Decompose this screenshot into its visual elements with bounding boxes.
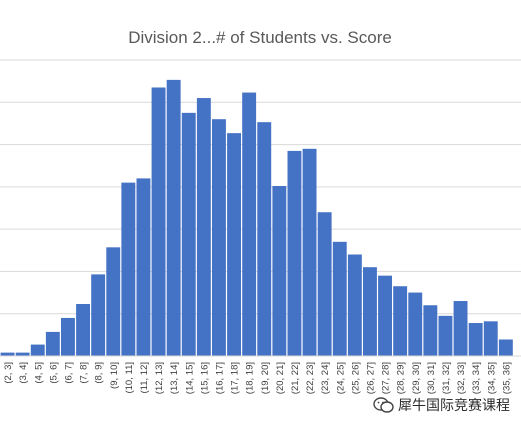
x-tick-label: (11, 12] bbox=[139, 362, 150, 394]
x-tick-label: (13, 14] bbox=[169, 362, 180, 394]
bar bbox=[257, 122, 272, 356]
x-tick-label: (29, 30] bbox=[411, 362, 422, 394]
x-tick-label: (5, 6] bbox=[48, 362, 59, 384]
x-tick-label: (4, 5] bbox=[33, 362, 44, 384]
bar bbox=[45, 331, 60, 356]
bar bbox=[121, 182, 136, 356]
x-tick-label: (18, 19] bbox=[245, 362, 256, 394]
x-tick-labels: (2, 3] (3, 4] (4, 5] (5, 6] (6, 7] (7, 8] (8, … bbox=[3, 362, 512, 394]
bar bbox=[106, 247, 121, 356]
x-tick-label: (19, 20] bbox=[260, 362, 271, 394]
x-tick-label: (30, 31] bbox=[426, 362, 437, 394]
x-tick-label: (35, 36] bbox=[501, 362, 512, 394]
x-tick-label: (14, 15] bbox=[184, 362, 195, 394]
x-tick-label: (16, 17] bbox=[214, 362, 225, 394]
x-tick-label: (22, 23] bbox=[305, 362, 316, 394]
x-tick-label: (31, 32] bbox=[441, 362, 452, 394]
bar bbox=[393, 286, 408, 356]
bar bbox=[15, 352, 30, 356]
bar bbox=[287, 150, 302, 356]
bar bbox=[61, 317, 75, 356]
bar bbox=[347, 254, 362, 356]
x-tick-label: (32, 33] bbox=[456, 362, 467, 394]
bar bbox=[91, 274, 106, 356]
chart-title: Division 2...# of Students vs. Score bbox=[128, 28, 392, 47]
x-tick-label: (20, 21] bbox=[275, 362, 286, 394]
watermark-text: 犀牛国际竞赛课程 bbox=[398, 397, 510, 413]
x-tick-label: (2, 3] bbox=[3, 362, 14, 384]
x-tick-label: (33, 34] bbox=[471, 362, 482, 394]
wechat-icon bbox=[373, 397, 394, 413]
x-tick-label: (17, 18] bbox=[230, 362, 241, 394]
watermark: 犀牛国际竞赛课程 bbox=[372, 393, 521, 422]
x-tick-label: (25, 26] bbox=[350, 362, 361, 394]
bar bbox=[181, 112, 196, 356]
x-tick-label: (21, 22] bbox=[290, 362, 301, 394]
bar bbox=[453, 301, 468, 356]
x-tick-label: (3, 4] bbox=[18, 362, 29, 384]
x-tick-label: (34, 35] bbox=[486, 362, 497, 394]
x-tick-label: (8, 9] bbox=[94, 362, 105, 384]
bar bbox=[302, 148, 317, 356]
bar bbox=[227, 133, 241, 356]
bar bbox=[242, 92, 257, 356]
bar bbox=[212, 119, 226, 356]
bar bbox=[498, 339, 513, 356]
bar bbox=[438, 315, 453, 356]
x-tick-label: (24, 25] bbox=[335, 362, 346, 394]
x-tick-label: (10, 11] bbox=[124, 362, 135, 394]
bar bbox=[363, 267, 377, 356]
bar bbox=[408, 292, 423, 356]
x-tick-label: (26, 27] bbox=[365, 362, 376, 394]
x-tick-label: (15, 16] bbox=[199, 362, 210, 394]
bar bbox=[423, 305, 438, 356]
x-tick-label: (28, 29] bbox=[396, 362, 407, 394]
x-tick-label: (23, 24] bbox=[320, 362, 331, 394]
bar bbox=[468, 323, 483, 356]
bar bbox=[332, 241, 347, 356]
x-tick-label: (27, 28] bbox=[381, 362, 392, 394]
bar bbox=[0, 352, 15, 356]
bar bbox=[166, 79, 181, 357]
bars bbox=[0, 79, 513, 357]
bar bbox=[136, 178, 151, 356]
bar bbox=[151, 87, 166, 357]
x-tick-label: (12, 13] bbox=[154, 362, 165, 394]
x-tick-label: (9, 10] bbox=[109, 362, 120, 389]
bar bbox=[272, 186, 287, 356]
x-tick-label: (7, 8] bbox=[79, 362, 90, 384]
bar bbox=[483, 321, 498, 356]
bar bbox=[76, 303, 90, 356]
bar bbox=[317, 212, 332, 356]
bar bbox=[196, 98, 211, 356]
x-tick-label: (6, 7] bbox=[63, 362, 74, 384]
bar bbox=[30, 344, 45, 356]
bar bbox=[378, 275, 392, 356]
